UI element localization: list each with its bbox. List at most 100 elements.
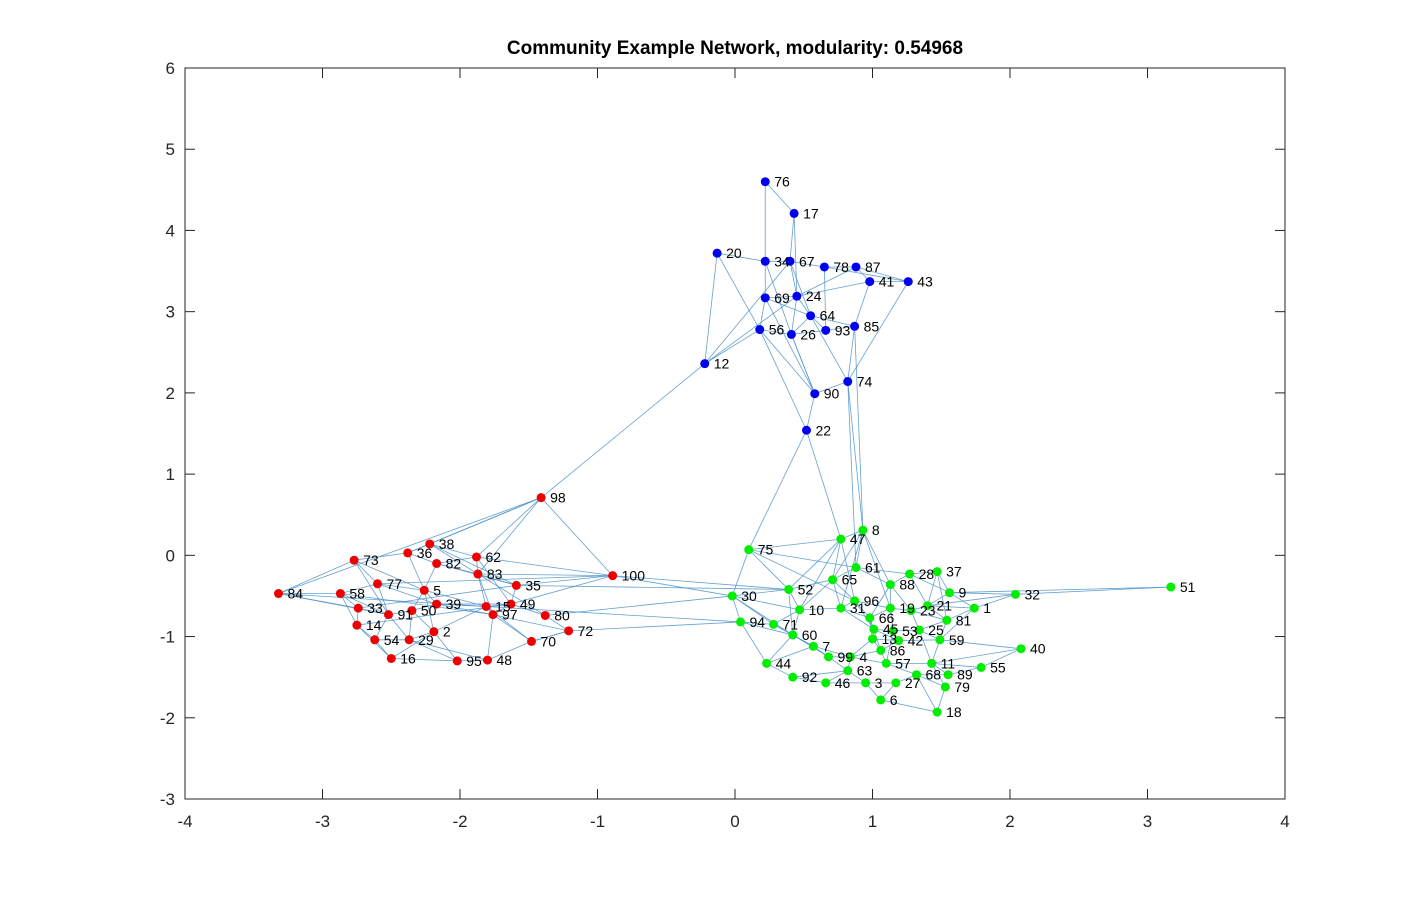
graph-node [762,658,772,668]
graph-edge [919,619,947,631]
graph-node [940,682,950,692]
node-label: 16 [400,650,416,666]
graph-edge [931,648,1022,664]
graph-edge [949,592,975,609]
node-label: 57 [895,655,911,671]
node-label: 27 [905,675,921,691]
graph-edge [927,605,975,609]
graph-node [923,601,932,611]
node-label: 98 [550,490,566,506]
graph-edge [789,261,811,316]
node-label: 50 [421,603,437,619]
graph-node [727,591,737,601]
node-label: 6 [890,692,898,708]
node-label: 22 [816,422,832,438]
graph-edge [748,538,841,551]
graph-edge [880,699,938,713]
graph-edge [436,556,477,564]
graph-edge [408,639,458,662]
node-label: 26 [800,326,816,342]
node-label: 14 [366,617,382,633]
graph-node [488,610,498,620]
graph-edge [540,497,613,576]
node-label: 29 [418,632,434,648]
graph-node [808,641,818,651]
node-label: 91 [398,607,414,623]
graph-edge [890,584,912,611]
x-tick-label: -4 [177,812,192,831]
graph-edge [704,329,760,364]
graph-edge [391,631,435,659]
graph-node [373,579,382,589]
graph-edge [487,641,532,661]
x-tick-label: 0 [730,812,739,831]
graph-edge [278,497,542,594]
graph-edge [759,329,807,431]
node-label: 96 [864,593,880,609]
node-label: 100 [622,568,646,584]
graph-edge [840,607,870,619]
node-label: 92 [802,669,818,685]
node-label: 4 [860,649,868,665]
node-label: 38 [439,536,455,552]
node-label: 65 [842,572,858,588]
graph-node [885,580,895,590]
graph-node [744,545,754,555]
graph-edge [409,639,488,661]
graph-node [881,658,891,668]
graph-edge [980,648,1022,668]
graph-nodes [274,177,1176,717]
graph-edge [931,662,982,668]
graph-edge [487,614,494,661]
graph-edge [792,676,826,684]
graph-edge [788,579,833,590]
graph-edge [545,615,569,632]
graph-node [564,626,574,636]
graph-edge [885,630,894,664]
node-label: 32 [1025,586,1041,602]
graph-edge [799,579,833,611]
node-label: 77 [387,576,403,592]
graph-edge [832,579,842,609]
graph-edge [765,297,811,317]
graph-edge [918,629,932,664]
node-label: 76 [774,174,790,190]
graph-edge [862,529,891,585]
graph-edge [855,530,864,568]
graph-node [1011,589,1020,599]
graph-edge [477,573,546,616]
graph-edge [340,593,494,616]
graph-edge [433,631,458,662]
graph-node [274,589,283,599]
graph-edge [939,607,975,641]
graph-node [788,672,798,682]
graph-edge [949,592,1016,595]
graph-node [894,636,904,646]
graph-edge [759,329,816,394]
graph-edge [825,325,855,331]
graph-node [536,493,546,503]
graph-edge [813,645,851,658]
node-label: 48 [497,652,513,668]
node-label: 30 [741,588,757,604]
graph-node [885,603,895,613]
node-label: 73 [363,552,379,568]
node-label: 15 [495,599,511,615]
x-tick-label: 2 [1005,812,1014,831]
graph-edge [854,600,891,609]
graph-node [850,596,860,606]
graph-node [821,678,831,688]
graph-node [865,613,875,623]
graph-node [755,325,765,335]
graph-edge [847,281,909,382]
graph-edge [873,628,899,641]
graph-edge [492,614,532,642]
y-tick-label: 6 [166,59,175,78]
graph-node [843,666,853,676]
graph-edge [486,606,741,623]
graph-node [821,325,831,335]
graph-node [407,606,417,616]
graph-edge [704,253,718,364]
graph-node [906,606,916,616]
